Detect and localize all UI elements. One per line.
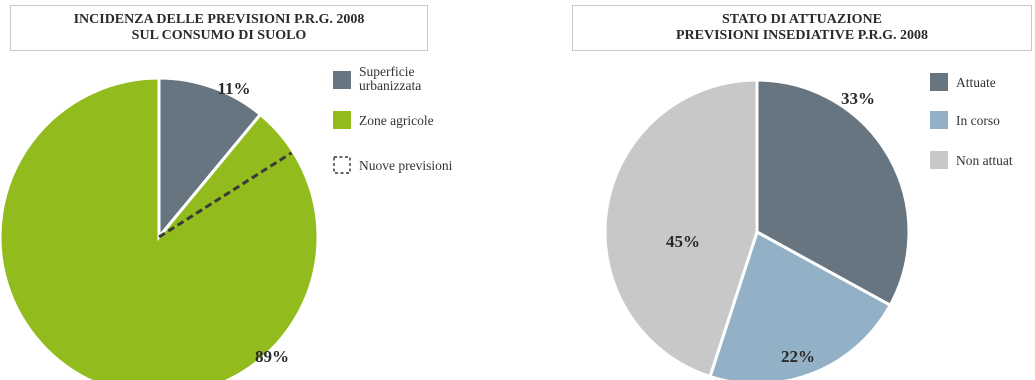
- chart1-slice-superficie-urbanizzata: [157, 76, 263, 242]
- chart2-title-line-1: STATO DI ATTUAZIONE: [721, 12, 882, 27]
- chart2-legend-label-1-0: In corso: [956, 113, 1000, 128]
- chart1-legend-swatch-0: [333, 71, 351, 89]
- chart2-title: STATO DI ATTUAZIONE PREVISIONI INSEDIATI…: [572, 5, 1032, 51]
- chart1-title: INCIDENZA DELLE PREVISIONI P.R.G. 2008 S…: [10, 5, 428, 51]
- chart1-legend-label-0-1: urbanizzata: [359, 78, 421, 93]
- chart1-legend-swatch-2: [333, 156, 351, 174]
- chart2-label-1: 22%: [781, 347, 815, 366]
- chart2-legend-swatch-2: [930, 151, 948, 169]
- chart2-legend-label-0-0: Attuate: [956, 75, 996, 90]
- chart1-nuove-previsioni-line: [158, 151, 293, 239]
- chart2-slices: [603, 78, 911, 380]
- chart2-label-2: 45%: [666, 232, 700, 251]
- chart1-title-line-1: INCIDENZA DELLE PREVISIONI P.R.G. 2008: [73, 12, 365, 27]
- chart1-slice-zone-agricole: [0, 76, 320, 380]
- chart2-title-line-2: PREVISIONI INSEDIATIVE P.R.G. 2008: [675, 28, 929, 43]
- chart1-slices: [0, 76, 320, 380]
- chart1-label-1: 89%: [255, 347, 289, 366]
- chart1-legend-label-1-0: Zone agricole: [359, 113, 434, 128]
- chart1-title-line-2: SUL CONSUMO DI SUOLO: [131, 28, 307, 43]
- chart2-slice-attuate: [755, 78, 911, 308]
- chart2-legend-swatch-1: [930, 111, 948, 129]
- chart2-label-0: 33%: [841, 89, 875, 108]
- chart2-legend-swatch-0: [930, 73, 948, 91]
- chart1-label-0: 11%: [217, 79, 250, 98]
- chart2-legend-label-2-0: Non attuat: [956, 153, 1013, 168]
- chart2-slice-in-corso: [708, 229, 893, 380]
- chart1-legend-label-0-0: Superficie: [359, 64, 414, 79]
- chart2-slice-non-attuate: [603, 78, 759, 379]
- chart1-legend-label-2-0: Nuove previsioni: [359, 158, 453, 173]
- chart1-legend-swatch-1: [333, 111, 351, 129]
